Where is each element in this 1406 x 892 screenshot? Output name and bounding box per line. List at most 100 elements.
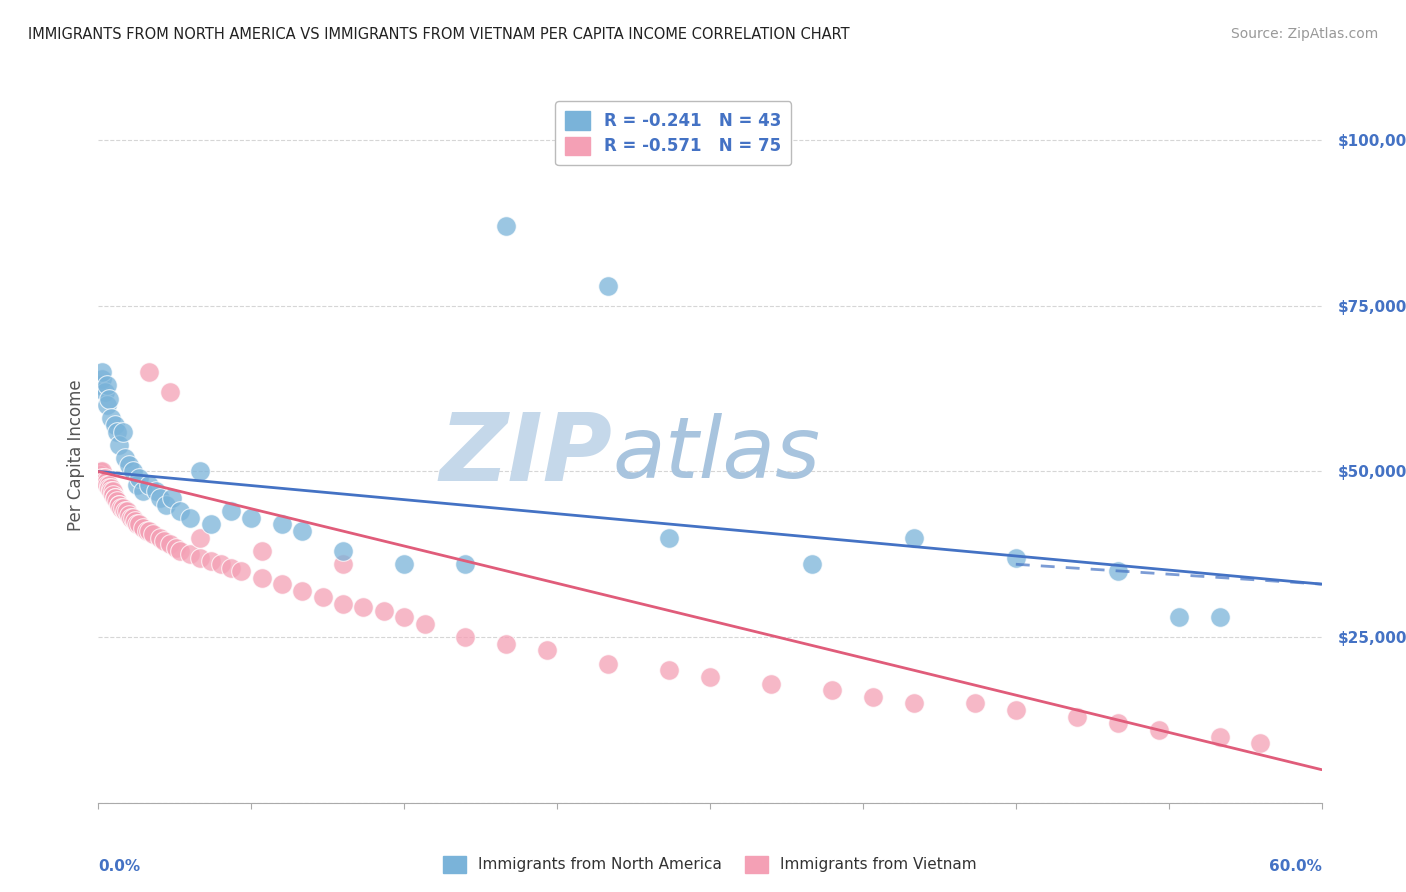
Point	[188, 550, 212, 565]
Point	[219, 504, 242, 518]
Point	[93, 384, 115, 399]
Point	[101, 488, 124, 502]
Point	[108, 498, 131, 512]
Point	[179, 547, 201, 561]
Text: 60.0%: 60.0%	[1268, 859, 1322, 874]
Point	[118, 508, 141, 522]
Point	[454, 558, 477, 572]
Point	[91, 471, 114, 485]
Point	[91, 365, 114, 379]
Point	[1147, 723, 1170, 737]
Point	[104, 418, 127, 433]
Point	[352, 600, 374, 615]
Point	[312, 591, 335, 605]
Point	[392, 610, 416, 624]
Point	[105, 425, 128, 439]
Point	[128, 471, 150, 485]
Point	[136, 524, 159, 538]
Point	[1107, 564, 1129, 578]
Point	[165, 541, 187, 555]
Point	[132, 484, 155, 499]
Point	[1167, 610, 1189, 624]
Point	[97, 477, 120, 491]
Text: 0.0%: 0.0%	[98, 859, 141, 874]
Text: atlas: atlas	[612, 413, 820, 497]
Point	[965, 697, 987, 711]
Point	[100, 411, 122, 425]
Point	[120, 511, 142, 525]
Point	[1249, 736, 1271, 750]
Point	[169, 504, 191, 518]
Point	[89, 378, 111, 392]
Point	[801, 558, 824, 572]
Point	[132, 521, 155, 535]
Point	[100, 484, 122, 499]
Point	[97, 481, 120, 495]
Point	[862, 690, 884, 704]
Point	[138, 524, 160, 538]
Point	[250, 570, 273, 584]
Point	[536, 643, 558, 657]
Point	[332, 544, 354, 558]
Point	[495, 219, 517, 234]
Point	[1066, 709, 1088, 723]
Point	[159, 537, 181, 551]
Point	[454, 630, 477, 644]
Point	[598, 657, 620, 671]
Point	[91, 372, 114, 386]
Point	[142, 527, 165, 541]
Point	[291, 583, 314, 598]
Point	[96, 477, 118, 491]
Point	[332, 597, 354, 611]
Point	[96, 398, 118, 412]
Point	[127, 477, 149, 491]
Point	[903, 697, 925, 711]
Point	[122, 465, 145, 479]
Point	[127, 517, 149, 532]
Point	[209, 558, 232, 572]
Point	[155, 498, 177, 512]
Point	[821, 683, 844, 698]
Point	[495, 637, 517, 651]
Point	[240, 511, 263, 525]
Point	[200, 554, 222, 568]
Point	[169, 544, 191, 558]
Point	[110, 500, 132, 515]
Point	[138, 365, 160, 379]
Point	[111, 500, 134, 515]
Point	[101, 484, 124, 499]
Point	[159, 384, 181, 399]
Point	[118, 458, 141, 472]
Point	[145, 484, 167, 499]
Point	[373, 604, 395, 618]
Point	[96, 378, 118, 392]
Point	[250, 544, 273, 558]
Legend: Immigrants from North America, Immigrants from Vietnam: Immigrants from North America, Immigrant…	[437, 850, 983, 879]
Point	[93, 475, 115, 489]
Point	[97, 392, 120, 406]
Point	[200, 517, 222, 532]
Point	[93, 471, 115, 485]
Text: IMMIGRANTS FROM NORTH AMERICA VS IMMIGRANTS FROM VIETNAM PER CAPITA INCOME CORRE: IMMIGRANTS FROM NORTH AMERICA VS IMMIGRA…	[28, 27, 849, 42]
Point	[188, 465, 212, 479]
Point	[1004, 550, 1026, 565]
Point	[149, 491, 172, 505]
Point	[1209, 730, 1232, 744]
Point	[219, 560, 242, 574]
Point	[291, 524, 314, 538]
Point	[699, 670, 721, 684]
Point	[160, 491, 183, 505]
Point	[91, 465, 114, 479]
Point	[122, 511, 145, 525]
Point	[108, 438, 131, 452]
Point	[149, 531, 172, 545]
Point	[104, 491, 127, 505]
Point	[1107, 716, 1129, 731]
Point	[124, 514, 146, 528]
Point	[108, 498, 131, 512]
Point	[152, 534, 174, 549]
Text: Source: ZipAtlas.com: Source: ZipAtlas.com	[1230, 27, 1378, 41]
Point	[598, 279, 620, 293]
Point	[413, 616, 436, 631]
Point	[96, 475, 118, 489]
